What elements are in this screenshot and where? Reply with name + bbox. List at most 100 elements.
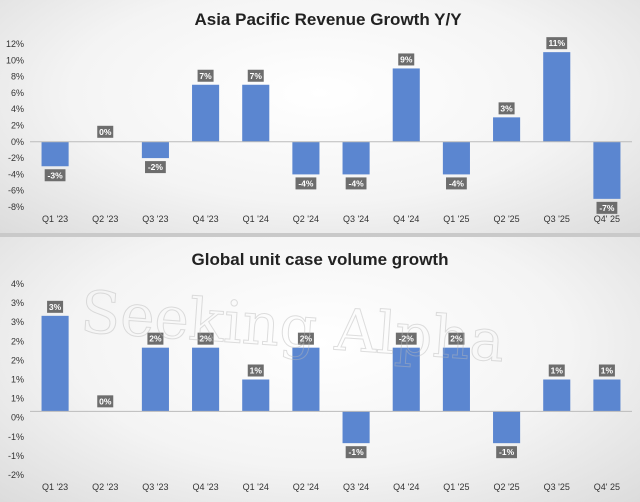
data-label: -1% <box>345 446 367 459</box>
data-label-text: -4% <box>349 178 365 188</box>
data-label: 0% <box>97 125 114 138</box>
data-label-box <box>598 364 615 377</box>
data-label-text: -4% <box>449 178 465 188</box>
top-chart-panel: Asia Pacific Revenue Growth Y/Y 12% 10% 8%… <box>0 0 640 233</box>
data-label-text: 11% <box>548 38 565 48</box>
x-tick-label: Q1 '23 <box>42 214 68 224</box>
data-label-text: -4% <box>298 178 314 188</box>
data-label-box <box>247 364 264 377</box>
data-label-box <box>247 69 264 82</box>
y-tick-label: 0% <box>11 413 24 423</box>
bar <box>442 141 470 175</box>
data-label-box <box>147 332 164 345</box>
data-label-text: -7% <box>599 203 615 213</box>
data-label-box <box>297 332 314 345</box>
data-label-box <box>145 161 166 174</box>
bar <box>192 347 220 412</box>
y-tick-label: 2% <box>11 355 24 365</box>
bar <box>593 141 621 199</box>
data-label-text: -2% <box>148 162 164 172</box>
data-label: 2% <box>147 332 164 345</box>
data-label-text: 1% <box>551 366 564 376</box>
data-label-text: 3% <box>500 103 513 113</box>
x-tick-label: Q1 '25 <box>443 482 469 492</box>
data-label-box <box>345 446 367 459</box>
bar <box>342 411 370 444</box>
data-label: -2% <box>145 161 166 174</box>
data-label-box <box>548 364 565 377</box>
y-tick-label: 3% <box>11 317 24 327</box>
x-tick-label: Q2 '24 <box>293 482 319 492</box>
x-tick-label: Q4 '24 <box>393 482 419 492</box>
data-label: 2% <box>297 332 314 345</box>
y-tick-label: 2% <box>11 336 24 346</box>
data-label-text: -3% <box>48 170 64 180</box>
chart-title: Asia Pacific Revenue Growth Y/Y <box>194 10 462 29</box>
x-tick-label: Q3 '25 <box>544 482 570 492</box>
data-label-box <box>546 37 568 50</box>
data-label: -2% <box>395 332 417 345</box>
data-label-box <box>596 201 618 214</box>
data-label-box <box>44 169 66 182</box>
x-tick-label: Q2 '25 <box>493 214 519 224</box>
bar <box>543 379 571 412</box>
x-tick-label: Q3 '24 <box>343 214 369 224</box>
data-label: 0% <box>97 395 114 408</box>
data-label: 7% <box>197 69 214 82</box>
asia-pacific-revenue-chart: Asia Pacific Revenue Growth Y/Y 12% 10% 8%… <box>6 10 632 224</box>
data-label-text: 2% <box>199 334 212 344</box>
data-label-box <box>395 332 417 345</box>
chart-title: Global unit case volume growth <box>192 250 449 269</box>
x-tick-label: Q4 '23 <box>192 214 218 224</box>
data-label-text: 2% <box>450 334 463 344</box>
data-label-text: 0% <box>99 127 112 137</box>
bar <box>442 347 470 412</box>
y-tick-label: -1% <box>8 451 24 461</box>
data-label-box <box>498 102 515 115</box>
x-tick-label: Q4' 25 <box>594 482 620 492</box>
y-tick-label: 10% <box>6 55 24 65</box>
data-label: -1% <box>496 446 517 459</box>
y-tick-label: 3% <box>11 298 24 308</box>
bottom-chart-panel: Global unit case volume growth 4% 3% 3% 2% 2… <box>0 237 640 502</box>
y-tick-label: -6% <box>8 186 24 196</box>
bar <box>141 347 169 412</box>
data-label: 2% <box>197 332 214 345</box>
data-label: 7% <box>247 69 264 82</box>
data-label-box <box>97 395 114 408</box>
x-tick-label: Q3 '23 <box>142 214 168 224</box>
data-label-text: 2% <box>149 334 162 344</box>
bar <box>543 52 571 142</box>
y-tick-label: 2% <box>11 121 24 131</box>
x-tick-label: Q3 '24 <box>343 482 369 492</box>
y-tick-label: 4% <box>11 104 24 114</box>
data-label-box <box>97 125 114 138</box>
data-label-text: 3% <box>49 302 62 312</box>
y-tick-label: 8% <box>11 72 24 82</box>
y-tick-label: 1% <box>11 375 24 385</box>
data-label-text: 9% <box>400 54 413 64</box>
x-tick-label: Q2 '25 <box>493 482 519 492</box>
y-tick-label: 6% <box>11 88 24 98</box>
bar <box>342 141 370 175</box>
data-label-text: -2% <box>399 334 415 344</box>
data-label-text: -1% <box>499 447 515 457</box>
x-tick-label: Q2 '24 <box>293 214 319 224</box>
bar <box>292 347 320 412</box>
bar <box>141 141 169 159</box>
y-tick-label: -2% <box>8 470 24 480</box>
bar <box>392 68 420 142</box>
bar <box>242 379 270 412</box>
x-tick-label: Q4 '23 <box>192 482 218 492</box>
y-tick-label: 0% <box>11 137 24 147</box>
x-tick-label: Q1 '24 <box>243 214 269 224</box>
y-tick-label: 12% <box>6 39 24 49</box>
data-label: -7% <box>596 201 618 214</box>
y-tick-label: -8% <box>8 202 24 212</box>
data-label: 9% <box>398 53 415 66</box>
y-tick-label: -4% <box>8 169 24 179</box>
x-tick-label: Q4 '24 <box>393 214 419 224</box>
bar <box>242 84 270 142</box>
x-tick-label: Q1 '24 <box>243 482 269 492</box>
panel-divider <box>0 233 640 237</box>
